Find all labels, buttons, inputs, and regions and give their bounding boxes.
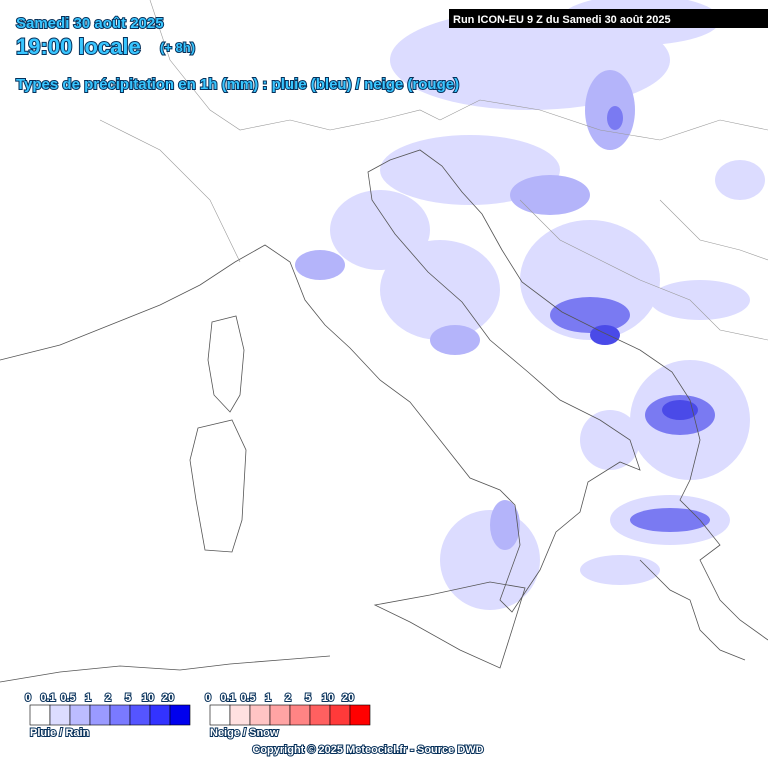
legend-tick: 10 bbox=[142, 692, 154, 704]
legend-tick: 1 bbox=[85, 692, 91, 704]
legend-tick: 0.1 bbox=[220, 692, 235, 704]
legend-tick: 20 bbox=[342, 692, 354, 704]
legend-tick: 0 bbox=[25, 692, 31, 704]
legend-swatch bbox=[229, 704, 251, 726]
legend-swatch bbox=[349, 704, 371, 726]
subtitle: Types de précipitation en 1h (mm) : plui… bbox=[16, 76, 459, 93]
legend-swatch bbox=[169, 704, 191, 726]
legend-swatch bbox=[309, 704, 331, 726]
copyright: Copyright © 2025 Meteociel.fr - Source D… bbox=[252, 744, 483, 756]
legend-tick: 0.5 bbox=[60, 692, 75, 704]
legend-tick: 2 bbox=[285, 692, 291, 704]
legend-swatch bbox=[109, 704, 131, 726]
legend-label: Neige / Snow bbox=[210, 727, 279, 739]
legend-tick: 10 bbox=[322, 692, 334, 704]
legend-tick: 0 bbox=[205, 692, 211, 704]
legend-swatch bbox=[329, 704, 351, 726]
borders bbox=[99, 0, 768, 341]
legend-tick: 1 bbox=[265, 692, 271, 704]
legend-tick: 0.1 bbox=[40, 692, 55, 704]
legend-tick: 20 bbox=[162, 692, 174, 704]
run: Run ICON-EU 9 Z du Samedi 30 août 2025 bbox=[453, 14, 671, 26]
legend-swatch bbox=[269, 704, 291, 726]
legend-swatch bbox=[29, 704, 51, 726]
offset: (+ 8h) bbox=[160, 40, 195, 55]
legend-swatch bbox=[249, 704, 271, 726]
coastlines bbox=[0, 149, 768, 683]
legend-tick: 2 bbox=[105, 692, 111, 704]
legend-label: Pluie / Rain bbox=[30, 727, 90, 739]
date: Samedi 30 août 2025 bbox=[16, 15, 164, 32]
legend-tick: 5 bbox=[125, 692, 131, 704]
legend-tick: 5 bbox=[305, 692, 311, 704]
legend: 0 0.1 0.5 1 2 5 10 20 Pluie / Rain 0 0.1 0.5 1 2 5 10 20… bbox=[24, 691, 371, 740]
time: 19:00 locale bbox=[16, 34, 141, 59]
legend-swatch bbox=[129, 704, 151, 726]
legend-tick: 0.5 bbox=[240, 692, 255, 704]
run-banner bbox=[449, 9, 768, 28]
legend-swatch bbox=[89, 704, 111, 726]
legend-swatch bbox=[49, 704, 71, 726]
legend-swatch bbox=[209, 704, 231, 726]
legend-swatch bbox=[69, 704, 91, 726]
legend-swatch bbox=[289, 704, 311, 726]
legend-swatch bbox=[149, 704, 171, 726]
